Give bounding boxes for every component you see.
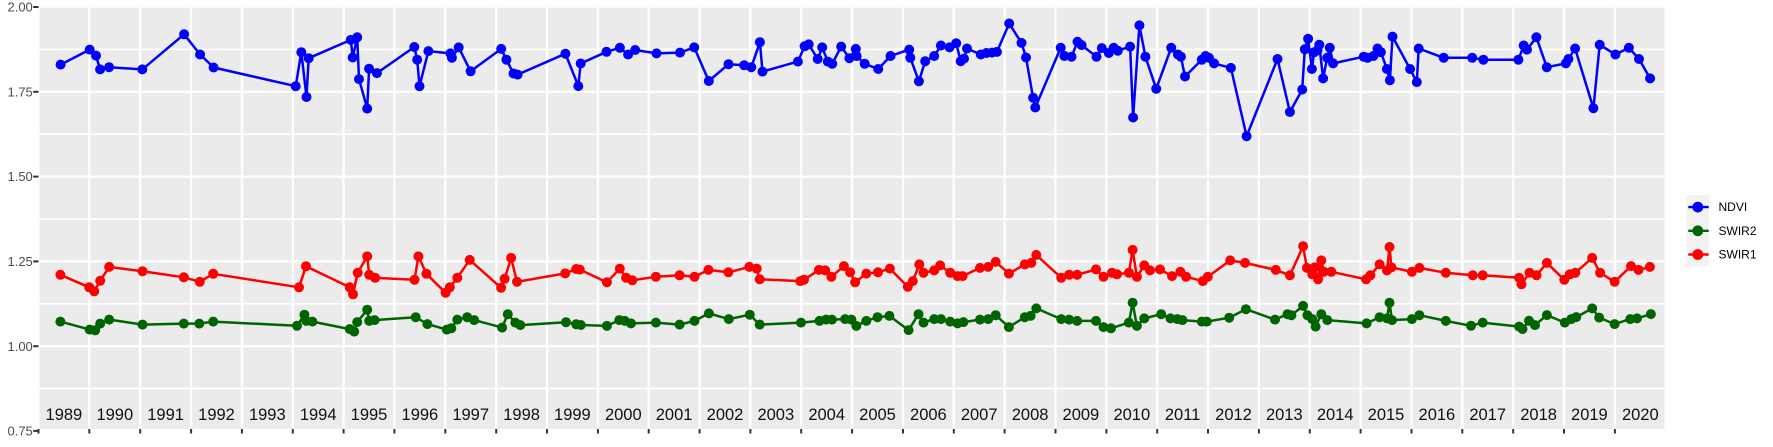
svg-text:2003: 2003 bbox=[757, 406, 794, 424]
svg-text:1.75: 1.75 bbox=[7, 84, 32, 99]
svg-text:2006: 2006 bbox=[910, 406, 947, 424]
svg-text:2014: 2014 bbox=[1317, 406, 1354, 424]
svg-text:2017: 2017 bbox=[1469, 406, 1506, 424]
svg-text:2005: 2005 bbox=[859, 406, 896, 424]
svg-text:2.00: 2.00 bbox=[7, 0, 32, 15]
svg-text:1996: 1996 bbox=[402, 406, 439, 424]
svg-text:2001: 2001 bbox=[656, 406, 693, 424]
svg-text:2010: 2010 bbox=[1113, 406, 1150, 424]
svg-text:1.00: 1.00 bbox=[7, 339, 32, 354]
svg-text:2009: 2009 bbox=[1063, 406, 1100, 424]
svg-text:2002: 2002 bbox=[707, 406, 744, 424]
svg-text:2013: 2013 bbox=[1266, 406, 1303, 424]
svg-text:1991: 1991 bbox=[147, 406, 184, 424]
svg-text:1994: 1994 bbox=[300, 406, 337, 424]
svg-text:1999: 1999 bbox=[554, 406, 591, 424]
svg-text:1993: 1993 bbox=[249, 406, 286, 424]
svg-text:1.25: 1.25 bbox=[7, 254, 32, 269]
svg-text:2019: 2019 bbox=[1571, 406, 1608, 424]
svg-text:1.50: 1.50 bbox=[7, 169, 32, 184]
svg-text:0.75: 0.75 bbox=[7, 424, 32, 439]
svg-text:2004: 2004 bbox=[808, 406, 845, 424]
svg-text:2018: 2018 bbox=[1520, 406, 1557, 424]
svg-text:2012: 2012 bbox=[1215, 406, 1252, 424]
svg-text:2000: 2000 bbox=[605, 406, 642, 424]
svg-text:SWIR1: SWIR1 bbox=[1719, 248, 1757, 262]
svg-text:2020: 2020 bbox=[1622, 406, 1659, 424]
svg-text:2011: 2011 bbox=[1165, 406, 1200, 424]
svg-text:2015: 2015 bbox=[1368, 406, 1405, 424]
svg-text:2008: 2008 bbox=[1012, 406, 1049, 424]
svg-text:NDVI: NDVI bbox=[1719, 200, 1748, 214]
svg-text:1989: 1989 bbox=[46, 406, 83, 424]
svg-text:SWIR2: SWIR2 bbox=[1719, 224, 1757, 238]
svg-text:2016: 2016 bbox=[1419, 406, 1456, 424]
svg-text:1998: 1998 bbox=[503, 406, 540, 424]
svg-text:2007: 2007 bbox=[961, 406, 998, 424]
svg-text:1990: 1990 bbox=[96, 406, 133, 424]
svg-text:1992: 1992 bbox=[198, 406, 235, 424]
svg-text:1995: 1995 bbox=[351, 406, 388, 424]
svg-text:1997: 1997 bbox=[452, 406, 489, 424]
